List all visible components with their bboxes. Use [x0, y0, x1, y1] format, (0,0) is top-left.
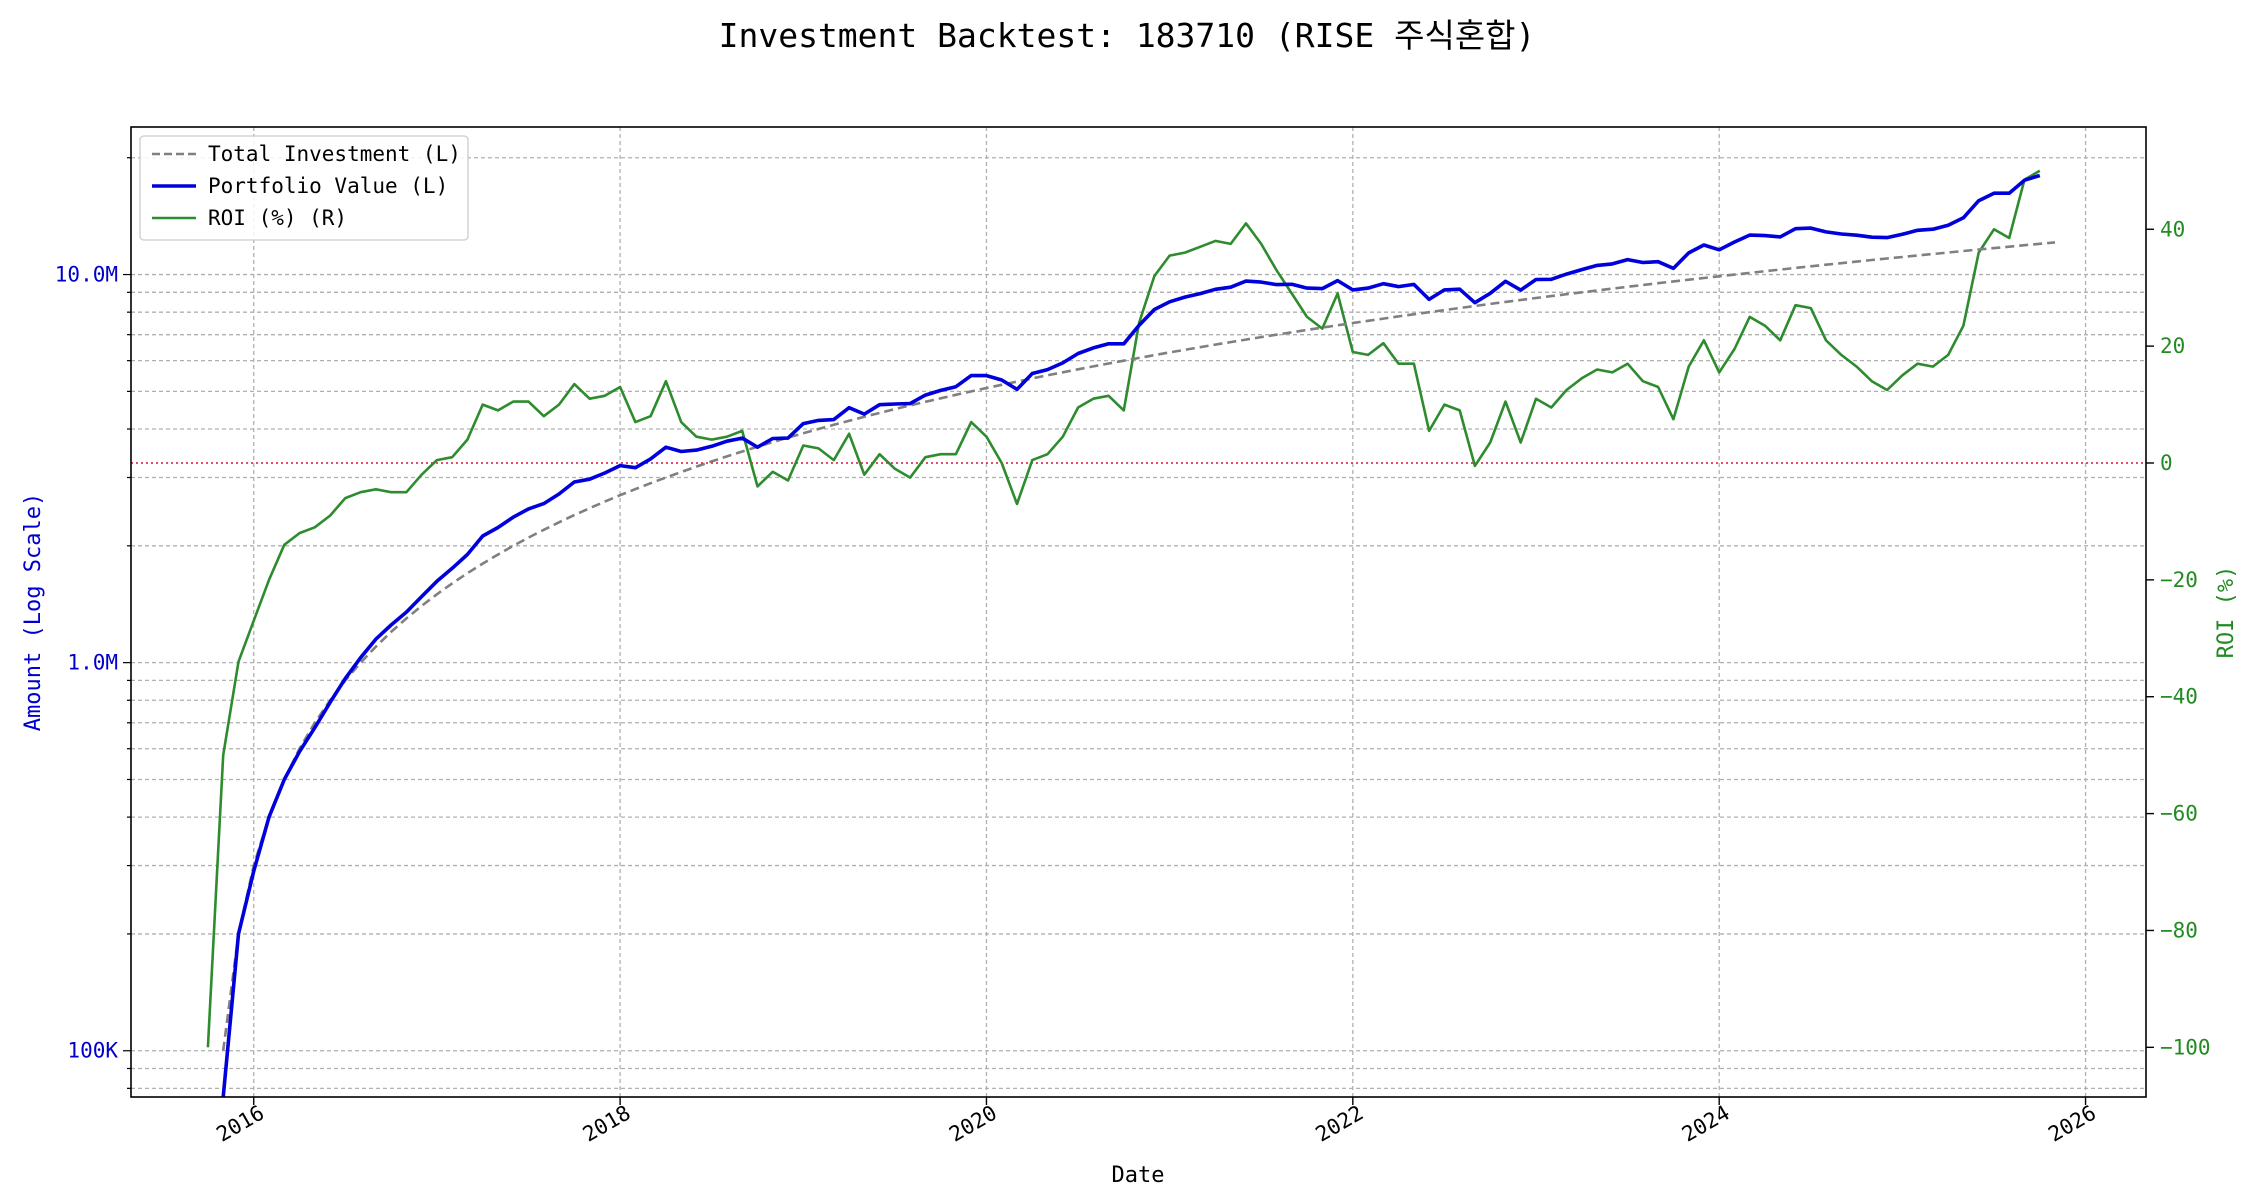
legend-label-total-investment: Total Investment (L)	[208, 142, 461, 166]
legend-label-roi: ROI (%) (R)	[208, 206, 347, 230]
y-right-tick-label: −80	[2160, 918, 2198, 942]
legend-label-portfolio-value: Portfolio Value (L)	[208, 174, 448, 198]
x-axis-label: Date	[1112, 1163, 1165, 1188]
legend-box	[139, 135, 469, 241]
y-right-tick-label: 40	[2160, 217, 2185, 241]
y-axis-right-label: ROI (%)	[2214, 566, 2239, 659]
series-line-portfolio-value	[221, 173, 2041, 1098]
y-right-tick-label: −100	[2160, 1035, 2211, 1059]
y-right-tick-label: −60	[2160, 802, 2198, 826]
plot-lines	[206, 169, 2056, 1098]
y-right-tick-label: −20	[2160, 568, 2198, 592]
y-right-tick-label: −40	[2160, 685, 2198, 709]
y-left-tick-label: 1.0M	[67, 651, 118, 675]
chart-title: Investment Backtest: 183710 (RISE 주식혼합)	[719, 16, 1536, 55]
y-left-tick-label: 100K	[67, 1039, 118, 1063]
y-right-tick-label: 20	[2160, 334, 2185, 358]
y-axis-left-label: Amount (Log Scale)	[21, 493, 46, 731]
plot-area-frame	[130, 126, 2147, 1098]
y-right-tick-label: 0	[2160, 451, 2173, 475]
series-line-roi	[206, 169, 2041, 1048]
legend: Total Investment (L) Portfolio Value (L)…	[139, 135, 469, 241]
series-line-total-investment	[221, 241, 2056, 1051]
y-left-tick-label: 10.0M	[55, 263, 118, 287]
